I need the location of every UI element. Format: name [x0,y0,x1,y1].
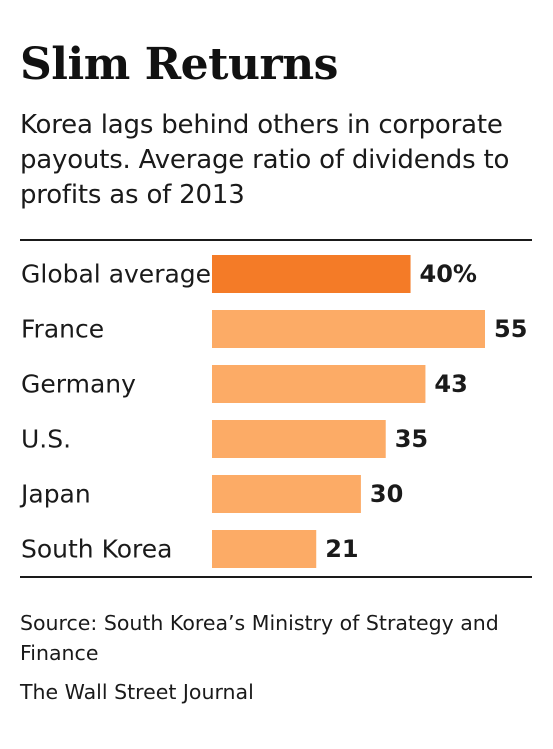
bar-germany [212,365,426,403]
top-rule [20,239,532,241]
value-label-france: 55 [494,315,527,343]
bottom-rule [20,576,532,578]
category-label-germany: Germany [21,370,136,399]
bar-south-korea [212,530,317,568]
value-label-germany: 43 [434,370,467,398]
bar-u-s [212,420,386,458]
category-label-south-korea: South Korea [21,535,172,564]
bar-france [212,310,485,348]
category-label-france: France [21,315,104,344]
category-label-u-s: U.S. [21,425,71,454]
value-label-global-average: 40% [420,260,477,288]
value-label-south-korea: 21 [325,535,358,563]
category-label-japan: Japan [19,480,91,509]
bar-global-average [212,255,411,293]
bar-japan [212,475,361,513]
source-note: Source: South Korea’s Ministry of Strate… [20,611,499,665]
chart-title: Slim Returns [20,39,338,90]
value-label-u-s: 35 [395,425,428,453]
chart-subtitle: Korea lags behind others in corporate pa… [20,110,510,210]
value-label-japan: 30 [370,480,403,508]
category-label-global-average: Global average [21,260,211,289]
publisher-credit: The Wall Street Journal [20,680,254,704]
